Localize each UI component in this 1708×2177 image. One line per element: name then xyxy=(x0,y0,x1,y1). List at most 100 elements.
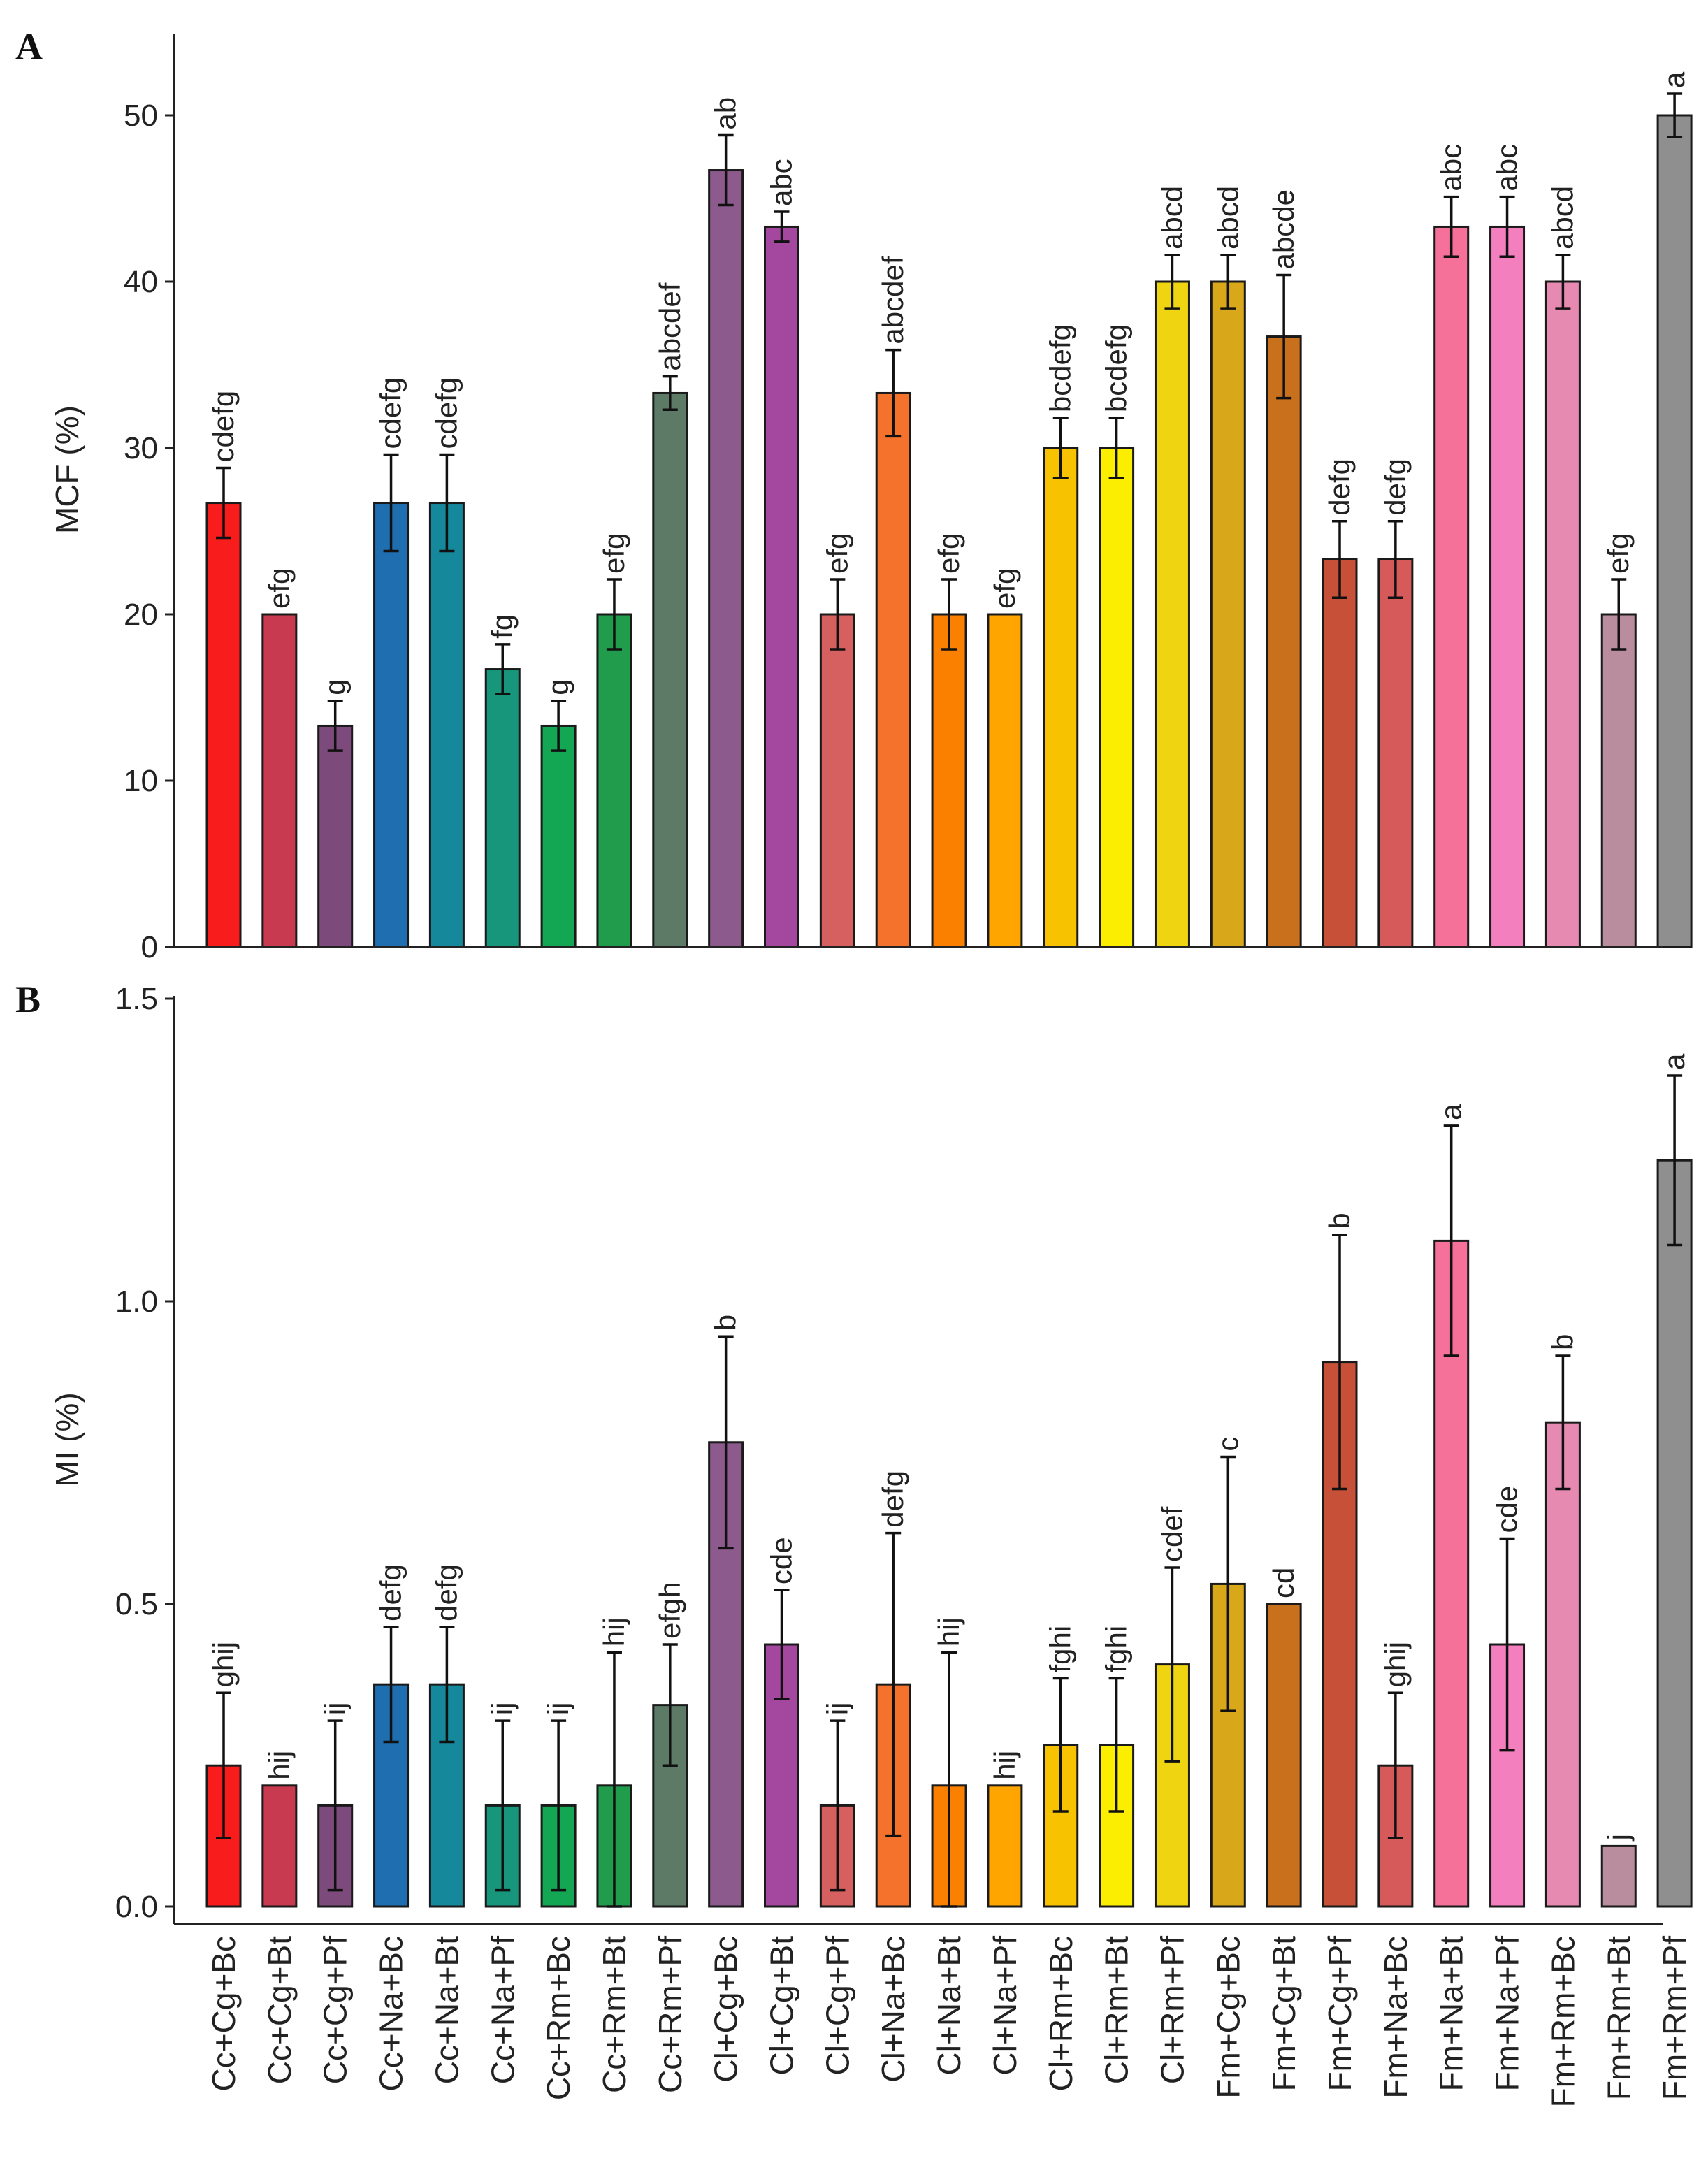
significance-letter: hij xyxy=(598,1617,630,1647)
significance-letter: ij xyxy=(542,1702,574,1715)
panel-a-y-ticks: 0 10 20 30 40 50 xyxy=(124,99,174,964)
bar-Cc+Rm+Bt xyxy=(596,613,632,948)
x-tick-label: Fm+Na+Bt xyxy=(1433,1936,1470,2092)
x-tick-label: Cl+Rm+Pf xyxy=(1154,1936,1190,2084)
bar-Fm+Na+Bt xyxy=(1433,225,1470,948)
significance-letter: efgh xyxy=(653,1582,686,1639)
bar-Fm+Rm+Bt xyxy=(1600,613,1637,948)
x-tick-label: Cl+Rm+Bc xyxy=(1043,1936,1079,2091)
significance-letter: cde xyxy=(1491,1486,1524,1533)
bar-Cl+Na+Bc xyxy=(875,391,911,948)
significance-letter: abc xyxy=(765,159,798,206)
x-tick-label: Fm+Na+Bc xyxy=(1377,1936,1414,2099)
x-tick-label: Fm+Cg+Bc xyxy=(1210,1936,1246,2099)
x-tick-label: Cl+Na+Bc xyxy=(875,1936,911,2083)
significance-letter: ab xyxy=(709,97,742,130)
panel-a-letter: A xyxy=(15,26,43,68)
bar-Fm+Cg+Bc xyxy=(1210,280,1246,948)
bar-Cc+Rm+Pf xyxy=(652,391,688,948)
bar-Cl+Rm+Bc xyxy=(1043,447,1079,948)
y-tick-label: 1.5 xyxy=(115,982,158,1016)
panel-b-chart: B MI (%) 0.0 0.5 1.0 1.5 ghij hij ij defg defg i… xyxy=(15,978,1693,2107)
x-tick-label: Cc+Na+Bt xyxy=(428,1936,465,2084)
y-tick-label: 30 xyxy=(124,431,158,465)
bar-Cl+Cg+Bc xyxy=(708,169,744,948)
significance-letter: efg xyxy=(932,533,965,574)
bar-Cc+Cg+Pf xyxy=(317,724,354,948)
x-tick-label: Fm+Rm+Bc xyxy=(1544,1936,1581,2107)
panel-b-x-tick-labels: Cc+Cg+Bc Cc+Cg+Bt Cc+Cg+Pf Cc+Na+Bc Cc+Na+Bt… xyxy=(205,1936,1693,2108)
significance-letter: ij xyxy=(319,1702,352,1715)
significance-letter: defg xyxy=(1379,458,1412,516)
significance-letter: c xyxy=(1211,1437,1244,1452)
bar-Cc+Rm+Bc xyxy=(540,724,577,948)
x-tick-label: Cl+Na+Bt xyxy=(931,1936,967,2076)
significance-letter: ij xyxy=(486,1702,519,1715)
y-tick-label: 20 xyxy=(124,598,158,632)
y-tick-label: 40 xyxy=(124,265,158,299)
x-tick-label: Cl+Na+Pf xyxy=(987,1936,1023,2076)
significance-letter: bcdefg xyxy=(1100,324,1133,412)
significance-letter: cd xyxy=(1267,1568,1300,1598)
significance-letter: efg xyxy=(263,568,296,609)
significance-letter: a xyxy=(1435,1104,1468,1120)
bar-Cl+Cg+Pf xyxy=(819,613,855,948)
x-tick-label: Cc+Rm+Bc xyxy=(540,1936,577,2100)
x-tick-label: Cc+Cg+Bt xyxy=(261,1936,298,2084)
x-tick-label: Cc+Na+Pf xyxy=(484,1936,521,2084)
x-tick-label: Cc+Na+Bc xyxy=(373,1936,410,2091)
significance-letter: cdefg xyxy=(207,391,240,463)
significance-letter: cdefg xyxy=(430,377,463,449)
bar-Cl+Na+Pf xyxy=(987,613,1023,948)
significance-letter: a xyxy=(1658,71,1691,88)
significance-letter: fg xyxy=(486,614,519,639)
bar-Cc+Na+Bt xyxy=(428,502,465,948)
x-tick-label: Cl+Cg+Bc xyxy=(708,1936,744,2083)
significance-letter: abcdef xyxy=(653,282,686,370)
x-tick-label: Fm+Na+Pf xyxy=(1489,1936,1526,2092)
significance-letter: efg xyxy=(598,533,630,574)
significance-letter: hij xyxy=(988,1751,1021,1780)
significance-letter: efg xyxy=(820,533,853,574)
significance-letter: defg xyxy=(876,1470,909,1528)
x-tick-label: Fm+Cg+Bt xyxy=(1266,1936,1302,2092)
x-tick-label: Fm+Rm+Pf xyxy=(1656,1936,1693,2100)
significance-letter: hij xyxy=(263,1751,296,1780)
bar-Fm+Rm+Bc xyxy=(1544,1421,1581,1908)
x-tick-label: Fm+Cg+Pf xyxy=(1322,1936,1358,2092)
x-tick-label: Cc+Cg+Pf xyxy=(317,1936,354,2084)
panel-a-chart: A MCF (%) 0 10 20 30 40 50 cdefg efg g cdefg cdef… xyxy=(15,26,1693,964)
bar-Cc+Na+Pf xyxy=(484,668,521,948)
bar-Cl+Na+Bt xyxy=(931,613,967,948)
bar-Fm+Cg+Pf xyxy=(1322,558,1358,948)
significance-letter: abcdef xyxy=(876,256,909,344)
panel-b-letter: B xyxy=(15,978,41,1020)
significance-letter: g xyxy=(319,679,352,695)
significance-letter: cdefg xyxy=(375,377,407,449)
significance-letter: abcd xyxy=(1546,186,1579,249)
bar-Cc+Na+Bc xyxy=(373,502,410,948)
significance-letter: abcd xyxy=(1155,186,1188,249)
y-tick-label: 0.0 xyxy=(115,1890,158,1924)
significance-letter: fghi xyxy=(1044,1626,1077,1673)
x-tick-label: Cl+Cg+Bt xyxy=(764,1936,800,2076)
panel-a-y-axis-title: MCF (%) xyxy=(49,405,85,534)
panel-b-y-axis-title: MI (%) xyxy=(49,1392,85,1487)
significance-letter: b xyxy=(1323,1213,1356,1229)
bar-Cc+Cg+Bt xyxy=(261,1784,298,1908)
panel-b-y-ticks: 0.0 0.5 1.0 1.5 xyxy=(115,982,174,1924)
bar-Cl+Cg+Bt xyxy=(764,225,799,948)
bar-Fm+Rm+Pf xyxy=(1656,1159,1693,1908)
significance-letter: ghij xyxy=(1379,1642,1412,1687)
significance-letter: ij xyxy=(820,1702,853,1715)
significance-letter: efg xyxy=(988,568,1021,609)
y-tick-label: 1.0 xyxy=(115,1285,158,1319)
significance-letter: abc xyxy=(1491,144,1524,191)
significance-letter: g xyxy=(542,679,574,695)
significance-letter: defg xyxy=(375,1564,407,1621)
bar-Fm+Cg+Bt xyxy=(1266,335,1302,948)
bar-Cc+Cg+Bc xyxy=(205,502,242,948)
